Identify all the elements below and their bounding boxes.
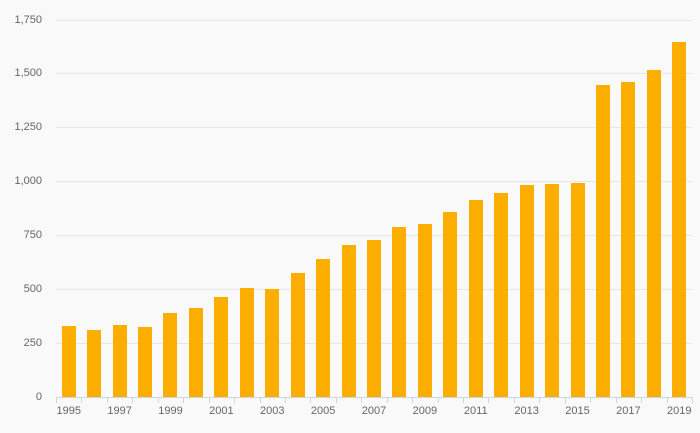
- x-axis-tick: [667, 398, 668, 403]
- bar-2018[interactable]: [646, 69, 661, 397]
- x-axis-tick-label: 2007: [361, 405, 387, 417]
- x-axis-tick: [412, 398, 413, 403]
- bar-2012[interactable]: [494, 193, 509, 397]
- bar-2004[interactable]: [290, 273, 305, 397]
- y-axis-tick-label: 1,250: [14, 121, 42, 134]
- y-axis-tick-label: 1,000: [14, 175, 42, 188]
- x-axis-tick: [310, 398, 311, 403]
- x-axis-tick-label: 2017: [616, 405, 641, 417]
- y-axis-tick-label: 0: [35, 390, 42, 403]
- x-axis-tick: [158, 398, 159, 403]
- x-axis-tick-label: 2013: [514, 405, 539, 417]
- x-axis-tick: [56, 398, 57, 403]
- x-axis-tick: [488, 398, 489, 403]
- x-axis-tick: [361, 398, 362, 403]
- x-axis-tick: [183, 398, 184, 403]
- x-axis-tick: [463, 398, 464, 403]
- bar-1996[interactable]: [87, 330, 102, 397]
- bar-2013[interactable]: [519, 184, 534, 397]
- x-axis-tick: [132, 398, 133, 403]
- x-axis-tick-label: 2003: [259, 405, 285, 417]
- bar-2019[interactable]: [672, 41, 687, 397]
- x-axis-tick: [616, 398, 617, 403]
- bar-2016[interactable]: [595, 84, 610, 397]
- x-axis-tick: [285, 398, 286, 403]
- bar-2014[interactable]: [545, 183, 560, 397]
- x-axis-tick: [641, 398, 642, 403]
- bar-2017[interactable]: [621, 82, 636, 397]
- bar-2001[interactable]: [214, 296, 229, 397]
- x-axis-line: [56, 397, 693, 398]
- bar-2003[interactable]: [265, 289, 280, 397]
- x-axis-tick: [438, 398, 439, 403]
- bar-1997[interactable]: [112, 324, 127, 397]
- bar-2000[interactable]: [188, 307, 203, 397]
- x-axis-tick-label: 2015: [565, 405, 590, 417]
- bar-2007[interactable]: [367, 239, 381, 397]
- x-axis-tick: [539, 398, 540, 403]
- x-axis-tick-label: 1995: [56, 405, 81, 417]
- bar-2002[interactable]: [239, 288, 254, 397]
- x-axis-tick: [514, 398, 515, 403]
- bar-2010[interactable]: [443, 211, 458, 397]
- x-axis-tick-label: 2001: [209, 405, 234, 417]
- x-axis-tick-label: 2009: [412, 405, 438, 417]
- x-axis-tick: [565, 398, 566, 403]
- y-gridline: [56, 19, 692, 21]
- x-axis-tick: [692, 398, 693, 403]
- bar-1995[interactable]: [61, 325, 76, 397]
- x-axis-tick: [387, 398, 388, 403]
- x-axis-tick: [234, 398, 235, 403]
- x-axis-tick: [590, 398, 591, 403]
- y-gridline: [56, 73, 692, 75]
- x-axis-tick: [209, 398, 210, 403]
- y-axis-tick-label: 1,500: [14, 67, 42, 80]
- bar-2005[interactable]: [316, 259, 331, 397]
- y-axis-tick-label: 500: [23, 282, 42, 295]
- bar-2006[interactable]: [341, 245, 356, 397]
- bar-1998[interactable]: [138, 326, 153, 397]
- x-axis-tick: [107, 398, 108, 403]
- x-axis-tick: [336, 398, 337, 403]
- x-axis-tick: [260, 398, 261, 403]
- bar-2008[interactable]: [392, 226, 407, 397]
- bar-2009[interactable]: [417, 223, 432, 397]
- x-axis-tick-label: 2005: [310, 405, 336, 417]
- y-axis-tick-label: 1,750: [14, 13, 42, 26]
- bar-2011[interactable]: [468, 199, 483, 397]
- x-axis-tick-label: 1997: [107, 405, 132, 417]
- x-axis-tick-label: 2019: [667, 405, 692, 417]
- y-axis-tick-label: 750: [23, 228, 42, 241]
- x-axis-tick: [81, 398, 82, 403]
- bar-2015[interactable]: [570, 182, 585, 397]
- bar-1999[interactable]: [163, 312, 178, 397]
- x-axis-tick-label: 1999: [158, 405, 183, 417]
- y-axis-tick-label: 250: [23, 336, 42, 349]
- x-axis-tick-label: 2011: [463, 405, 488, 417]
